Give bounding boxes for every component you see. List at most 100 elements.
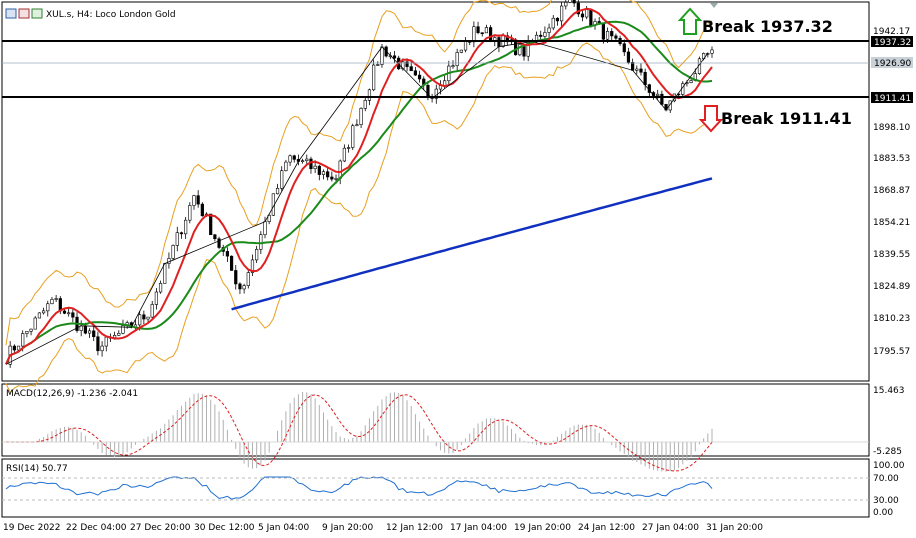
candle-body xyxy=(488,27,493,42)
time-tick: 9 Jan 20:00 xyxy=(322,523,374,533)
time-tick: 24 Jan 12:00 xyxy=(578,523,635,533)
candle-body xyxy=(54,298,58,300)
candle-body xyxy=(547,27,551,33)
candle-body xyxy=(543,32,547,37)
candle-body xyxy=(33,317,37,330)
header-icons[interactable] xyxy=(5,8,43,19)
rsi-axis-70: 70.00 xyxy=(873,474,899,484)
candle-body xyxy=(104,336,108,347)
candle-body xyxy=(610,31,614,37)
candle-body xyxy=(656,93,660,96)
candle-body xyxy=(631,62,635,71)
time-tick: 30 Dec 12:00 xyxy=(194,523,255,533)
upper-level-tag-bg xyxy=(871,36,913,47)
candle-body xyxy=(158,283,163,293)
candle-body xyxy=(196,195,200,205)
chart-icon[interactable] xyxy=(5,8,17,19)
candle-body xyxy=(376,64,380,66)
time-tick: 27 Jan 04:00 xyxy=(642,523,699,533)
candle-body xyxy=(626,51,631,63)
rsi-panel[interactable] xyxy=(1,458,870,518)
price-tick: 1898.10 xyxy=(873,123,910,133)
candle-body xyxy=(121,325,125,334)
macd-label: MACD(12,26,9) -1.236 -2.041 xyxy=(6,389,138,399)
candle-body xyxy=(117,332,121,336)
down-arrow-icon xyxy=(698,105,724,133)
time-tick: 19 Dec 2022 xyxy=(3,523,61,533)
chart-icon-2[interactable] xyxy=(18,8,30,19)
candle-body xyxy=(229,255,234,271)
candle-body xyxy=(518,44,522,56)
candle-body xyxy=(263,221,267,235)
candle-body xyxy=(192,195,196,206)
candle-body xyxy=(321,171,326,175)
candle-body xyxy=(372,64,376,91)
price-tick: 1824.89 xyxy=(873,282,910,292)
macd-panel[interactable] xyxy=(1,383,870,457)
rsi-axis-100: 100.00 xyxy=(873,461,905,471)
candle-body xyxy=(154,291,158,305)
candle-body xyxy=(589,9,593,26)
break-down-label: Break 1911.41 xyxy=(721,109,852,128)
candle-body xyxy=(459,49,463,53)
candle-body xyxy=(46,303,50,312)
candle-body xyxy=(142,314,146,320)
time-tick: 5 Jan 04:00 xyxy=(258,523,310,533)
candle-body xyxy=(480,32,484,35)
candle-body xyxy=(242,285,246,290)
candle-body xyxy=(539,34,543,37)
macd-signal-line xyxy=(6,394,713,472)
current-price-tag-bg xyxy=(871,57,913,68)
candle-body xyxy=(255,249,259,261)
candle-body xyxy=(150,304,154,318)
candle-body xyxy=(83,325,87,334)
price-tick: 1810.23 xyxy=(873,314,910,324)
rsi-label: RSI(14) 50.77 xyxy=(6,464,68,474)
candle-body xyxy=(472,26,476,43)
candle-body xyxy=(12,345,16,351)
candle-body xyxy=(463,41,468,51)
candle-body xyxy=(217,238,221,248)
candle-body xyxy=(413,70,417,76)
candle-body xyxy=(238,283,242,290)
candle-body xyxy=(50,299,54,305)
bollinger-upper xyxy=(5,0,713,346)
candle-body xyxy=(146,316,150,320)
candle-body xyxy=(29,328,33,332)
candle-body xyxy=(392,55,397,59)
candle-body xyxy=(305,158,309,162)
lower-level-tag-bg xyxy=(871,92,913,103)
candle-body xyxy=(138,314,142,326)
candle-body xyxy=(451,65,455,67)
candle-body xyxy=(284,161,288,172)
candle-body xyxy=(301,160,305,163)
candle-body xyxy=(41,310,46,314)
break-up-annotation: Break 1937.32 xyxy=(677,7,833,36)
candle-body xyxy=(405,61,409,67)
candle-body xyxy=(635,68,639,71)
candle-body xyxy=(200,203,204,217)
time-axis: 19 Dec 2022 22 Dec 04:00 27 Dec 20:00 30… xyxy=(3,523,763,533)
candle-body xyxy=(213,234,217,240)
candle-body xyxy=(288,155,292,163)
candle-body xyxy=(455,52,459,66)
candle-body xyxy=(380,46,384,65)
candle-body xyxy=(71,312,75,318)
candle-body xyxy=(87,330,92,334)
up-arrow-icon xyxy=(677,7,703,35)
candle-body xyxy=(355,124,359,127)
candle-body xyxy=(275,188,280,195)
ma-slow-line xyxy=(231,177,713,311)
candle-body xyxy=(209,213,213,236)
candle-body xyxy=(497,37,501,47)
candle-body xyxy=(225,251,230,257)
candle-body xyxy=(363,100,367,109)
chart-icon-3[interactable] xyxy=(31,8,43,19)
candle-body xyxy=(484,27,489,34)
candle-body xyxy=(622,43,626,53)
upper-level-tag: 1937.32 xyxy=(874,38,911,48)
candle-body xyxy=(576,2,580,15)
candle-body xyxy=(614,35,618,39)
candle-body xyxy=(551,17,555,29)
